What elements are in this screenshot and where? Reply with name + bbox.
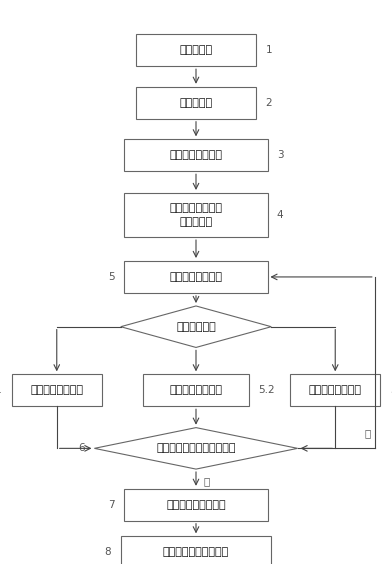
Text: 7: 7 <box>109 500 115 510</box>
Text: 4: 4 <box>277 210 283 220</box>
FancyBboxPatch shape <box>143 374 249 406</box>
Text: 对光缆段进行监测: 对光缆段进行监测 <box>169 272 223 282</box>
Text: 5.3: 5.3 <box>390 385 392 395</box>
Text: 建立光缆段: 建立光缆段 <box>180 46 212 55</box>
FancyBboxPatch shape <box>125 193 267 237</box>
Text: 3: 3 <box>277 150 283 160</box>
Text: 2: 2 <box>266 98 272 108</box>
Text: 光缆网络拓扑中设
置监测模块: 光缆网络拓扑中设 置监测模块 <box>169 203 223 226</box>
Text: 否: 否 <box>365 429 371 438</box>
FancyBboxPatch shape <box>136 87 256 119</box>
Text: 监测完成维护的光缆段: 监测完成维护的光缆段 <box>163 547 229 558</box>
Text: 选择监测模式: 选择监测模式 <box>176 322 216 332</box>
Text: 派工维护故障光缆段: 派工维护故障光缆段 <box>166 500 226 510</box>
Text: 选择进行点名监测: 选择进行点名监测 <box>30 385 83 395</box>
Text: 1: 1 <box>266 46 272 55</box>
Text: 5: 5 <box>109 272 115 282</box>
Text: 是: 是 <box>203 476 210 486</box>
Text: 进行障碍告警监测: 进行障碍告警监测 <box>309 385 362 395</box>
Text: 形成光缆网络拓扑: 形成光缆网络拓扑 <box>169 150 223 160</box>
FancyBboxPatch shape <box>290 374 380 406</box>
FancyBboxPatch shape <box>136 34 256 66</box>
Text: 进行自动定期监测: 进行自动定期监测 <box>169 385 223 395</box>
Text: 5.1: 5.1 <box>0 385 2 395</box>
Text: 8: 8 <box>105 547 111 558</box>
FancyBboxPatch shape <box>125 261 267 293</box>
Polygon shape <box>94 427 298 469</box>
FancyBboxPatch shape <box>125 139 267 171</box>
Polygon shape <box>121 306 271 347</box>
FancyBboxPatch shape <box>121 536 271 569</box>
FancyBboxPatch shape <box>12 374 102 406</box>
Text: 判断是否有光缆段发生故障: 判断是否有光缆段发生故障 <box>156 444 236 453</box>
Text: 5.2: 5.2 <box>258 385 275 395</box>
Text: 建立光路由: 建立光路由 <box>180 98 212 108</box>
FancyBboxPatch shape <box>125 488 267 521</box>
Text: 6: 6 <box>78 444 85 453</box>
